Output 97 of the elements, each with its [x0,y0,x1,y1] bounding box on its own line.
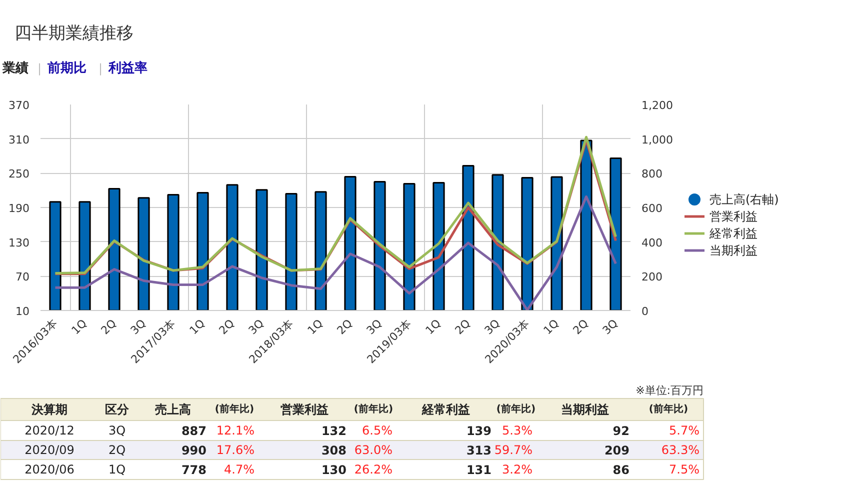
bar [108,188,120,310]
y2-tick-label: 600 [642,202,662,215]
text: 経常利益 [421,402,470,416]
bar [492,174,504,310]
bar [462,165,474,310]
line-series [54,195,617,310]
x-tick-label: 2Q [570,316,592,338]
text: 92 [612,424,630,438]
text: 131 [466,463,492,477]
text: 区分 [105,402,130,416]
bar [403,183,416,310]
text: 売上高 [155,402,191,416]
bar [344,176,356,310]
x-tick-label: 1Q [305,316,326,338]
text: 当期利益 [561,402,609,416]
text: 139 [466,424,492,438]
text: 業績 [2,61,28,76]
bar [521,177,534,310]
y2-tick-label: 200 [642,270,662,284]
y-tick-label: 70 [16,270,30,284]
text: 前期比 [46,61,86,76]
text: 778 [181,463,207,477]
text: 130 [321,463,347,477]
text: (前年比) [214,403,254,415]
text: 17.6% [216,443,255,457]
text: 990 [181,444,207,458]
bar [580,140,592,310]
text: 63.3% [661,443,700,457]
text: 決算期 [30,402,68,416]
text: 2020/09 [24,443,74,457]
legend-label: 経常利益 [708,226,758,240]
y2-tick-label: 800 [642,168,662,181]
text: 86 [612,463,630,477]
x-tick-label: 1Q [187,316,208,338]
legend-label: 営業利益 [710,210,758,224]
y-tick-label: 130 [8,236,30,250]
text: 132 [321,424,347,438]
text: 7.5% [669,462,700,476]
text: 63.0% [354,443,393,457]
y-tick-label: 10 [16,305,30,318]
text: ※単位:百万円 [636,384,704,397]
text: (前年比) [648,403,688,415]
y2-tick-label: 400 [642,236,662,250]
text: 営業利益 [280,402,328,416]
x-tick-label: 2Q [216,316,238,338]
legend-label: 売上高(右軸) [710,192,779,206]
bar [49,201,62,310]
text: 887 [181,424,207,438]
chart-title: 四半期業績推移 [14,24,134,44]
x-tick-label: 1Q [541,316,562,338]
text: (前年比) [496,403,536,415]
text: 308 [321,444,347,458]
text: 313 [466,444,492,458]
bar [285,193,298,310]
text: 4.7% [224,462,255,476]
bar [374,181,386,310]
text: 26.2% [354,462,393,476]
x-tick-label: 2Q [452,316,474,338]
bar [138,197,150,310]
text: | [98,62,103,76]
text: 3.2% [502,462,533,476]
text: 2020/12 [24,424,74,438]
bar [167,194,180,310]
text: 6.5% [362,424,393,438]
y-tick-label: 370 [8,99,30,112]
y2-tick-label: 0 [642,305,648,318]
y2-tick-label: 1,200 [642,99,673,112]
bar [78,201,91,310]
bar [550,176,563,310]
x-tick-label: 3Q [600,316,621,338]
legend-label: 当期利益 [710,244,758,258]
text: 2Q [108,443,126,457]
bar [226,184,238,310]
text: 5.3% [502,424,533,438]
x-tick-label: 1Q [69,316,90,338]
text: 59.7% [494,443,533,457]
text: 5.7% [669,424,700,438]
y2-tick-label: 1,000 [642,133,673,146]
text: 209 [604,444,630,458]
bar [432,182,445,310]
text: (前年比) [354,403,394,415]
text: 2020/06 [24,462,74,476]
text: | [38,62,42,76]
x-tick-label: 1Q [423,316,444,338]
x-tick-label: 2Q [334,316,356,338]
text: 12.1% [216,424,255,438]
text: 3Q [108,424,126,438]
text: 利益率 [108,60,148,76]
y-tick-label: 310 [8,133,30,146]
text: 1Q [108,462,126,476]
y-tick-label: 250 [8,168,30,181]
x-tick-label: 2Q [98,316,120,338]
bar [196,192,209,310]
y-tick-label: 190 [8,202,30,215]
bar [256,189,268,310]
bar [314,191,327,310]
bar [610,157,622,310]
